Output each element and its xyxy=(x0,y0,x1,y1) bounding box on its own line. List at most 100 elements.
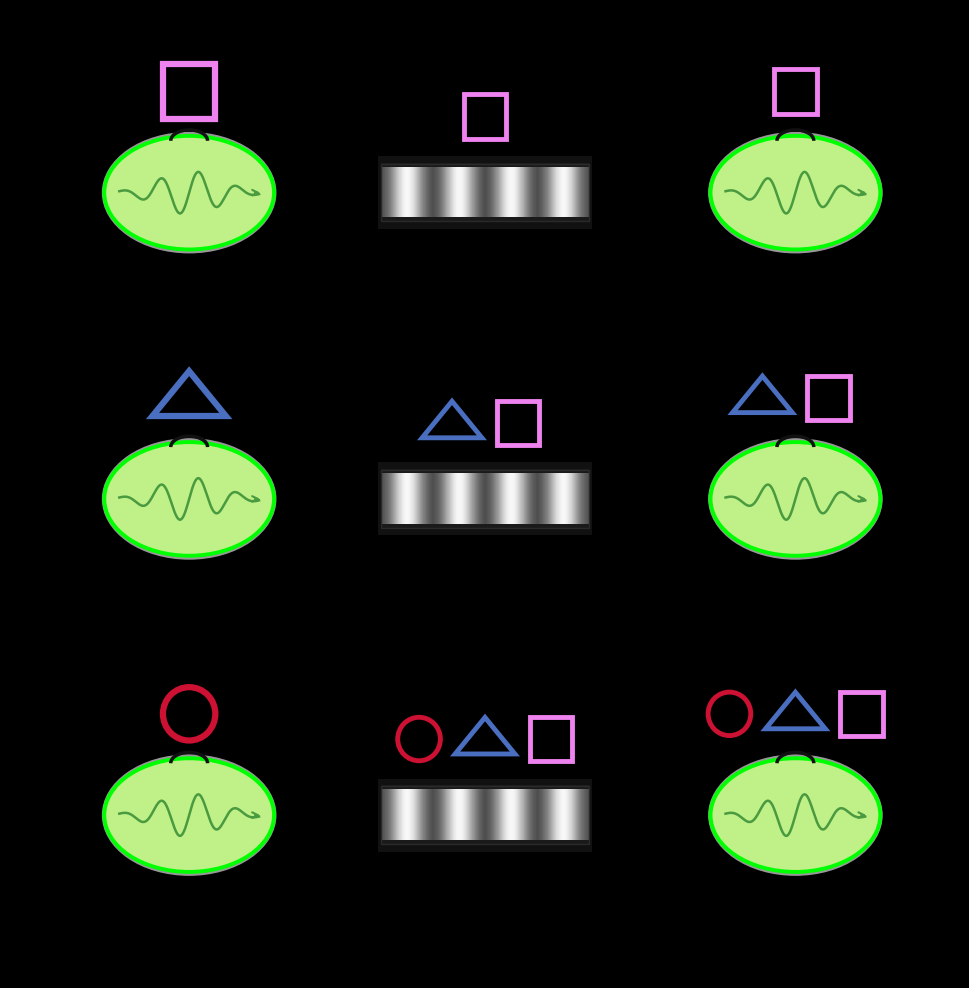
Bar xyxy=(584,470,585,528)
Bar xyxy=(424,164,425,221)
Bar xyxy=(383,470,384,528)
Bar xyxy=(395,164,396,221)
Bar xyxy=(504,786,505,844)
Bar xyxy=(405,164,406,221)
Bar xyxy=(534,470,535,528)
Bar xyxy=(429,470,430,528)
Bar xyxy=(445,470,446,528)
Bar xyxy=(587,786,588,844)
Bar xyxy=(428,470,430,528)
Bar xyxy=(571,164,572,221)
Bar xyxy=(523,470,524,528)
Bar xyxy=(430,164,431,221)
Bar xyxy=(550,786,551,844)
Bar xyxy=(527,164,528,221)
Bar xyxy=(463,470,464,528)
Bar xyxy=(552,164,553,221)
Bar xyxy=(531,786,532,844)
Bar xyxy=(462,470,463,528)
Bar xyxy=(441,786,442,844)
Bar xyxy=(396,470,397,528)
Bar xyxy=(469,786,470,844)
Bar xyxy=(399,470,400,528)
Bar xyxy=(532,470,533,528)
Bar xyxy=(465,786,466,844)
Bar xyxy=(585,164,586,221)
Bar xyxy=(441,164,442,221)
Bar xyxy=(573,164,574,221)
Bar xyxy=(418,164,419,221)
Bar xyxy=(562,470,563,528)
Bar xyxy=(532,470,533,528)
Bar xyxy=(506,164,507,221)
Bar xyxy=(406,786,407,844)
Bar xyxy=(568,786,569,844)
Bar xyxy=(384,786,385,844)
Bar xyxy=(391,164,392,221)
Bar xyxy=(579,786,580,844)
Bar xyxy=(530,470,531,528)
Bar xyxy=(389,164,390,221)
Bar xyxy=(426,786,427,844)
Bar xyxy=(573,164,574,221)
Bar xyxy=(585,164,586,221)
Bar xyxy=(452,470,453,528)
Bar xyxy=(380,163,589,167)
Bar xyxy=(509,786,510,844)
Bar xyxy=(505,164,506,221)
Bar xyxy=(411,786,412,844)
Bar xyxy=(486,164,487,221)
Bar xyxy=(524,786,525,844)
Bar xyxy=(554,164,555,221)
Bar xyxy=(386,786,387,844)
Bar xyxy=(465,164,466,221)
Ellipse shape xyxy=(707,439,882,559)
Bar xyxy=(533,164,534,221)
Bar xyxy=(408,470,409,528)
Bar xyxy=(529,470,530,528)
Bar xyxy=(457,470,458,528)
Bar xyxy=(439,470,440,528)
Bar xyxy=(522,470,523,528)
Bar xyxy=(523,786,524,844)
Bar xyxy=(434,786,435,844)
Bar xyxy=(391,470,392,528)
Bar xyxy=(551,164,552,221)
Bar xyxy=(412,470,413,528)
Bar xyxy=(419,470,420,528)
Bar xyxy=(414,164,415,221)
Bar xyxy=(525,164,526,221)
Bar xyxy=(550,164,551,221)
Bar xyxy=(397,786,398,844)
Bar xyxy=(552,470,553,528)
Bar xyxy=(407,164,408,221)
Bar xyxy=(534,786,535,844)
Bar xyxy=(395,470,396,528)
Bar xyxy=(392,470,393,528)
Bar xyxy=(452,470,453,528)
Bar xyxy=(380,470,589,528)
Bar xyxy=(388,164,389,221)
Bar xyxy=(386,164,387,221)
Bar xyxy=(578,786,579,844)
Bar xyxy=(417,164,418,221)
Bar xyxy=(382,470,383,528)
Bar xyxy=(583,164,584,221)
Bar xyxy=(425,470,426,528)
Bar xyxy=(462,164,463,221)
Bar xyxy=(490,786,491,844)
Bar xyxy=(468,164,469,221)
Bar xyxy=(443,164,444,221)
Bar xyxy=(384,470,385,528)
Bar xyxy=(403,470,404,528)
Bar xyxy=(393,786,395,844)
Bar xyxy=(548,786,549,844)
Bar xyxy=(440,164,441,221)
Bar xyxy=(555,470,556,528)
Bar xyxy=(481,164,482,221)
Bar xyxy=(523,164,524,221)
Bar xyxy=(432,470,433,528)
Bar xyxy=(552,470,553,528)
Bar xyxy=(574,164,575,221)
Bar xyxy=(509,164,510,221)
